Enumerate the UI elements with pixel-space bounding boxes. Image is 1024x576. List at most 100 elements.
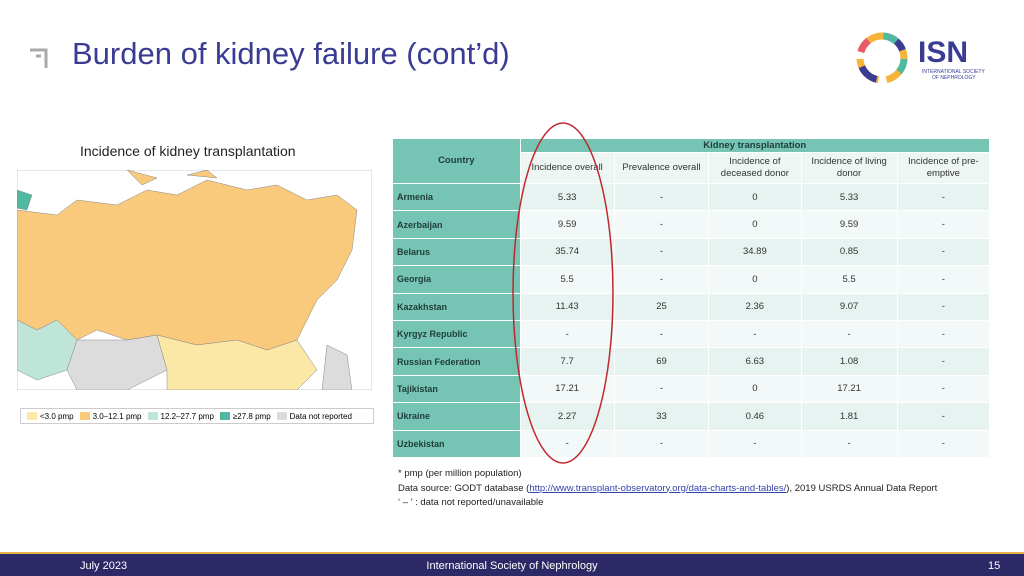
table-cell: 69 — [613, 347, 710, 376]
table-row: Kazakhstan 11.43 25 2.36 9.07- — [392, 292, 991, 321]
map-legend: <3.0 pmp 3.0–12.1 pmp 12.2–27.7 pmp ≥27.8 p… — [20, 408, 374, 424]
column-header: Incidence of pre-emptive — [896, 152, 991, 184]
legend-item: ≥27.8 pmp — [219, 411, 271, 421]
legend-label: Data not reported — [289, 411, 352, 421]
notes: * pmp (per million population) Data sour… — [398, 467, 937, 511]
legend-label: 3.0–12.1 pmp — [92, 411, 142, 421]
country-cell: Belarus — [392, 237, 521, 267]
table-cell: 11.43 — [519, 292, 615, 321]
country-cell: Kyrgyz Republic — [392, 319, 521, 349]
data-table: Country Kidney transplantation Incidence o… — [392, 138, 991, 458]
table-row: Russian Federation 7.7 69 6.63 1.08- — [392, 347, 991, 376]
title-icon — [30, 48, 48, 68]
table-cell: 0 — [708, 210, 802, 239]
table-cell: 17.21 — [519, 374, 615, 404]
table-cell: 25 — [613, 292, 710, 321]
note: * pmp (per million population) — [398, 468, 522, 479]
map — [17, 170, 372, 390]
table-cell: 0.85 — [800, 237, 898, 267]
table-cell: 5.5 — [519, 265, 615, 294]
note: Data source: GODT database (http://www.t… — [398, 482, 937, 497]
country-cell: Kazakhstan — [392, 292, 521, 321]
table-cell: 0 — [708, 265, 802, 294]
country-cell: Ukraine — [392, 402, 521, 431]
table-cell: 5.33 — [800, 182, 898, 212]
legend-swatch — [276, 412, 287, 420]
country-cell: Uzbekistan — [392, 429, 521, 458]
table-cell: 2.36 — [708, 292, 802, 321]
footer-date: July 2023 — [80, 560, 128, 572]
table-cell: - — [519, 429, 615, 458]
table-cell: - — [613, 374, 710, 404]
map-title: Incidence of kidney transplantation — [80, 143, 296, 159]
country-cell: Azerbaijan — [392, 210, 521, 239]
legend-swatch — [147, 412, 158, 420]
table-cell: - — [800, 319, 898, 349]
table-row: Azerbaijan 9.59-0 9.59- — [392, 210, 991, 239]
note: ‘ – ’ : data not reported/unavailable — [398, 497, 544, 508]
table-cell: 34.89 — [708, 237, 802, 267]
table-cell: - — [896, 237, 991, 267]
title: Burden of kidney failure (cont’d) — [72, 36, 510, 71]
table-row: Uzbekistan - - - - - — [392, 429, 991, 458]
table-cell: 5.5 — [800, 265, 898, 294]
legend-label: ≥27.8 pmp — [232, 411, 271, 421]
legend-swatch — [27, 412, 37, 420]
table-cell: - — [708, 319, 802, 349]
table-cell: 9.59 — [519, 210, 615, 239]
logo-subtitle: INTERNATIONAL SOCIETY — [922, 69, 985, 75]
country-cell: Russian Federation — [392, 347, 521, 376]
table-cell: - — [896, 374, 991, 404]
column-header: Country — [392, 138, 521, 184]
table-cell: 33 — [613, 402, 710, 431]
table-cell: 9.07 — [800, 292, 898, 321]
table-cell: 0 — [708, 182, 802, 212]
table-row: Kyrgyz Republic - - - - - — [392, 319, 991, 349]
legend-swatch — [219, 412, 230, 420]
country-cell: Armenia — [392, 182, 521, 212]
highlight-ellipse — [512, 122, 614, 464]
table-cell: 35.74 — [519, 237, 615, 267]
table-cell: 17.21 — [800, 374, 898, 404]
country-cell: Georgia — [392, 265, 521, 294]
legend-item: 3.0–12.1 pmp — [79, 411, 142, 421]
table-cell: - — [896, 429, 991, 458]
source-link[interactable]: http://www.transplant-observatory.org/da… — [529, 482, 787, 494]
table-cell: 1.08 — [800, 347, 898, 376]
table-cell: - — [896, 265, 991, 294]
column-header: Prevalence overall — [613, 152, 710, 184]
table-cell: - — [896, 182, 991, 212]
table-cell: - — [896, 319, 991, 349]
table-cell: 0.46 — [708, 402, 802, 431]
column-header: Incidence of deceased donor — [708, 152, 802, 184]
table-cell: 6.63 — [708, 347, 802, 376]
table-cell: 1.81 — [800, 402, 898, 431]
table-row: Ukraine 2.27 33 0.46 1.81- — [392, 402, 991, 431]
table-cell: - — [613, 210, 710, 239]
table-cell: 2.27 — [519, 402, 615, 431]
table-row: Armenia 5.33-0 5.33- — [392, 182, 991, 212]
logo-name: ISN — [918, 36, 968, 69]
legend-label: 12.2–27.7 pmp — [160, 411, 214, 421]
table-row: Belarus 35.74-34.89 0.85- — [392, 237, 991, 267]
logo-subtitle: OF NEPHROLOGY — [932, 75, 976, 81]
footer-org: International Society of Nephrology — [426, 560, 598, 572]
header-row: Country Kidney transplantation — [392, 138, 991, 184]
footer: July 2023 International Society of Nephr… — [0, 552, 1024, 576]
table-cell: 0 — [708, 374, 802, 404]
table-cell: - — [613, 237, 710, 267]
table-cell: - — [613, 265, 710, 294]
table-cell: - — [896, 292, 991, 321]
table-cell: - — [896, 210, 991, 239]
note-text: ), 2019 USRDS Annual Data Report — [786, 482, 938, 494]
logo: ISN INTERNATIONAL SOCIETY OF NEPHROLOGY — [856, 32, 985, 84]
table-cell: - — [519, 319, 615, 349]
table-cell: - — [896, 347, 991, 376]
table-cell: - — [613, 182, 710, 212]
table-cell: 9.59 — [800, 210, 898, 239]
column-header: Incidence of living donor — [800, 152, 898, 184]
header-row: Incidence overall Prevalence overall Incid… — [393, 152, 991, 184]
legend-item: Data not reported — [276, 411, 352, 421]
table-row: Tajikistan 17.21-0 17.21- — [392, 374, 991, 404]
